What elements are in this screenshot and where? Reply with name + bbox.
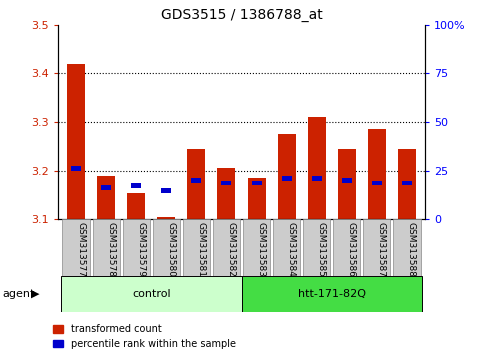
Bar: [222, 181, 231, 185]
Text: GSM313578: GSM313578: [106, 222, 115, 277]
Text: GSM313586: GSM313586: [347, 222, 356, 277]
Bar: [372, 181, 382, 185]
FancyBboxPatch shape: [363, 219, 390, 276]
Bar: [101, 185, 111, 190]
FancyBboxPatch shape: [242, 276, 422, 312]
Text: control: control: [132, 289, 170, 299]
Bar: [247, 178, 266, 219]
Text: GSM313583: GSM313583: [256, 222, 266, 277]
Bar: [157, 217, 175, 219]
FancyBboxPatch shape: [303, 219, 330, 276]
Bar: [398, 149, 416, 219]
Text: GSM313587: GSM313587: [377, 222, 386, 277]
Text: GSM313585: GSM313585: [317, 222, 326, 277]
Bar: [67, 64, 85, 219]
FancyBboxPatch shape: [333, 219, 360, 276]
FancyBboxPatch shape: [394, 219, 421, 276]
Bar: [368, 130, 386, 219]
Bar: [161, 188, 171, 193]
Bar: [338, 149, 356, 219]
Bar: [127, 193, 145, 219]
FancyBboxPatch shape: [243, 219, 270, 276]
Text: GSM313582: GSM313582: [227, 222, 235, 276]
Text: GSM313579: GSM313579: [136, 222, 145, 277]
FancyBboxPatch shape: [61, 276, 242, 312]
Bar: [187, 149, 205, 219]
Bar: [308, 117, 326, 219]
Text: GSM313581: GSM313581: [197, 222, 205, 277]
Text: GSM313580: GSM313580: [166, 222, 175, 277]
FancyBboxPatch shape: [62, 219, 89, 276]
Bar: [278, 134, 296, 219]
Bar: [97, 176, 115, 219]
Text: ▶: ▶: [30, 289, 39, 299]
Title: GDS3515 / 1386788_at: GDS3515 / 1386788_at: [161, 8, 322, 22]
Text: GSM313584: GSM313584: [286, 222, 296, 276]
Text: GSM313577: GSM313577: [76, 222, 85, 277]
Bar: [312, 176, 322, 181]
Bar: [131, 183, 141, 188]
Text: GSM313588: GSM313588: [407, 222, 416, 277]
Bar: [217, 169, 236, 219]
FancyBboxPatch shape: [153, 219, 180, 276]
Bar: [71, 166, 81, 171]
Bar: [342, 178, 352, 183]
FancyBboxPatch shape: [213, 219, 240, 276]
FancyBboxPatch shape: [123, 219, 150, 276]
FancyBboxPatch shape: [183, 219, 210, 276]
Text: agent: agent: [2, 289, 35, 299]
FancyBboxPatch shape: [93, 219, 120, 276]
Bar: [402, 181, 412, 185]
Bar: [252, 181, 261, 185]
Legend: transformed count, percentile rank within the sample: transformed count, percentile rank withi…: [53, 324, 236, 349]
Bar: [191, 178, 201, 183]
Bar: [282, 176, 292, 181]
FancyBboxPatch shape: [273, 219, 300, 276]
Text: htt-171-82Q: htt-171-82Q: [298, 289, 366, 299]
